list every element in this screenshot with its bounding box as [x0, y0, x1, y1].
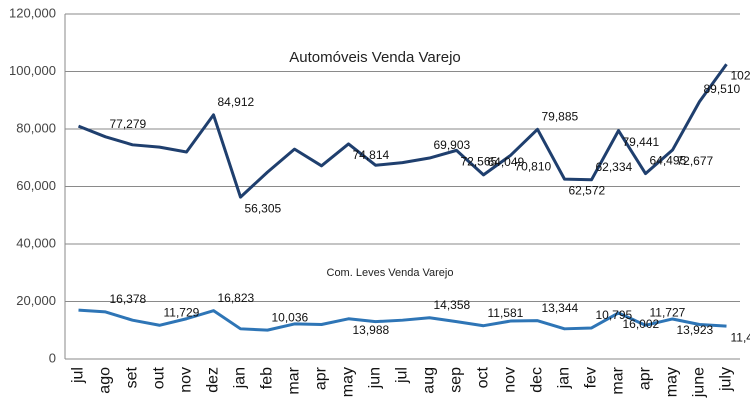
- data-label: 77,279: [110, 117, 147, 131]
- series-line: [77, 63, 728, 199]
- data-label: 62,572: [569, 183, 606, 197]
- x-tick-label: oct: [475, 366, 492, 388]
- data-label: 62,334: [596, 160, 633, 174]
- y-tick-label: 120,000: [9, 5, 56, 20]
- data-label: 74,814: [353, 148, 390, 162]
- series-title: Com. Leves Venda Varejo: [327, 267, 454, 279]
- x-tick-label: nov: [178, 367, 195, 393]
- data-label: 11,426: [731, 330, 750, 344]
- x-tick-label: out: [151, 366, 168, 389]
- data-label: 11,581: [488, 306, 524, 320]
- series-title: Automóveis Venda Varejo: [289, 49, 461, 66]
- series-line: [78, 308, 727, 332]
- data-label: 64,495: [650, 154, 687, 168]
- x-tick-label: jul: [70, 367, 87, 384]
- data-label: 69,903: [434, 138, 471, 152]
- x-tick-label: may: [664, 367, 681, 397]
- data-label: 13,923: [677, 323, 714, 337]
- data-label: 10,036: [272, 310, 309, 324]
- data-label: 56,305: [245, 201, 282, 215]
- data-label: 16,823: [218, 291, 255, 305]
- data-label: 13,344: [542, 301, 579, 315]
- data-label: 10,795: [596, 308, 633, 322]
- data-label: 89,510: [704, 82, 741, 96]
- data-label: 72,565: [461, 155, 498, 169]
- data-label: 84,912: [218, 95, 255, 109]
- x-tick-label: feb: [259, 367, 276, 389]
- data-label: 79,885: [542, 110, 579, 124]
- x-tick-label: nov: [502, 367, 519, 393]
- data-label: 11,727: [650, 305, 686, 319]
- data-label: 13,988: [353, 323, 390, 337]
- x-tick-label: mar: [286, 366, 303, 394]
- y-tick-label: 100,000: [9, 63, 56, 78]
- data-label: 16,378: [110, 292, 147, 306]
- y-tick-label: 60,000: [16, 178, 56, 193]
- x-tick-label: jun: [367, 367, 384, 389]
- x-tick-label: jul: [394, 367, 411, 384]
- y-tick-label: 20,000: [16, 293, 56, 308]
- data-label: 11,729: [164, 305, 200, 319]
- y-tick-label: 40,000: [16, 235, 56, 250]
- x-tick-label: dec: [529, 367, 546, 393]
- x-tick-label: jan: [556, 367, 573, 389]
- x-tick-label: apr: [637, 366, 654, 390]
- x-tick-label: july: [718, 367, 735, 392]
- x-tick-label: sep: [448, 367, 465, 393]
- x-tick-label: june: [691, 367, 708, 398]
- y-tick-label: 80,000: [16, 120, 56, 135]
- x-tick-label: may: [340, 367, 357, 397]
- x-tick-label: ago: [97, 367, 114, 394]
- data-label: 14,358: [434, 298, 471, 312]
- x-tick-label: dez: [205, 367, 222, 393]
- data-label: 102,510: [731, 68, 750, 82]
- data-label: 70,810: [515, 160, 552, 174]
- x-tick-label: set: [124, 366, 141, 388]
- x-tick-label: aug: [421, 367, 438, 394]
- data-label: 72,677: [677, 154, 714, 168]
- data-label: 16,002: [623, 317, 660, 331]
- x-tick-label: fev: [583, 367, 600, 388]
- x-tick-label: apr: [313, 366, 330, 390]
- x-tick-label: jan: [232, 367, 249, 389]
- x-tick-label: mar: [610, 366, 627, 394]
- y-tick-label: 0: [49, 350, 56, 365]
- data-label: 79,441: [623, 135, 660, 149]
- data-label: 64,049: [488, 155, 525, 169]
